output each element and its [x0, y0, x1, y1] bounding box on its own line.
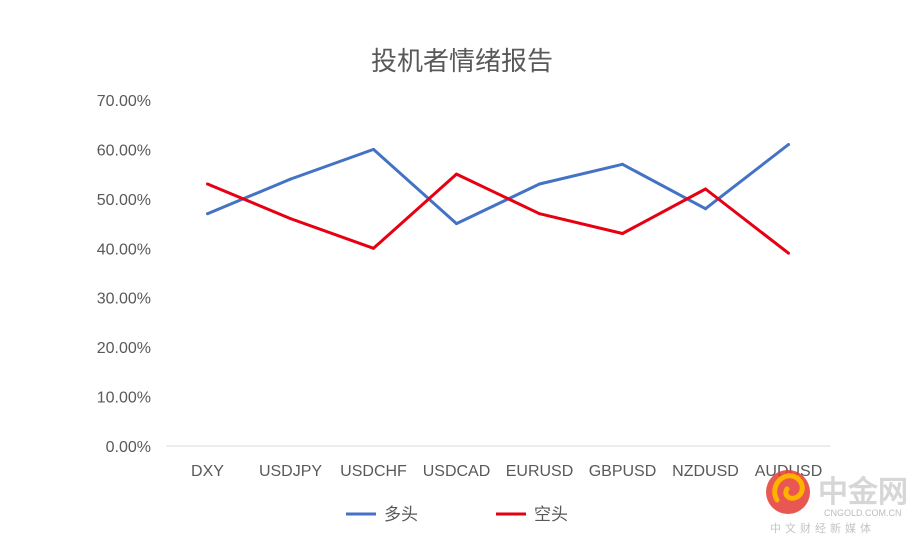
y-tick-label: 0.00%	[106, 439, 151, 456]
data-point-0-2[interactable]	[372, 147, 375, 151]
data-point-1-3[interactable]	[455, 172, 458, 176]
x-tick-label: DXY	[191, 463, 224, 480]
y-axis-tick-labels: 0.00% 10.00% 20.00% 30.00% 40.00% 50.00% 60.00…	[97, 93, 151, 456]
legend-label-long: 多头	[384, 505, 418, 525]
data-point-1-4[interactable]	[538, 212, 541, 216]
watermark-logo: 中金网 CNGOLD.COM.CN 中文财经新媒体	[766, 470, 908, 535]
y-tick-label: 50.00%	[97, 192, 151, 209]
x-axis-tick-labels: DXYUSDJPYUSDCHFUSDCADEURUSDGBPUSDNZDUSDA…	[191, 463, 822, 480]
data-point-1-2[interactable]	[372, 246, 375, 250]
x-tick-label: EURUSD	[506, 463, 574, 480]
series-line-1[interactable]	[206, 172, 790, 255]
y-tick-label: 10.00%	[97, 390, 151, 407]
x-tick-label: NZDUSD	[672, 463, 739, 480]
legend: 多头 空头	[346, 505, 568, 525]
data-point-1-6[interactable]	[704, 187, 707, 191]
logo-slogan: 中文财经新媒体	[770, 521, 875, 535]
data-point-1-1[interactable]	[289, 217, 292, 221]
legend-item-short[interactable]: 空头	[496, 505, 568, 525]
x-tick-label: USDCHF	[340, 463, 407, 480]
x-tick-label: USDCAD	[423, 463, 491, 480]
cngold-logo-icon	[766, 470, 810, 514]
series-line-0[interactable]	[206, 143, 790, 226]
data-point-0-0[interactable]	[206, 212, 209, 216]
data-point-0-5[interactable]	[621, 162, 624, 166]
logo-name: 中金网	[818, 475, 908, 510]
chart-title: 投机者情绪报告	[371, 47, 553, 77]
data-point-0-6[interactable]	[704, 207, 707, 211]
data-point-0-7[interactable]	[787, 143, 790, 146]
data-point-0-3[interactable]	[455, 222, 458, 226]
legend-label-short: 空头	[534, 505, 568, 525]
y-tick-label: 70.00%	[97, 93, 151, 110]
series-lines	[206, 143, 790, 255]
logo-domain: CNGOLD.COM.CN	[824, 508, 902, 518]
y-tick-label: 40.00%	[97, 241, 151, 258]
data-point-1-0[interactable]	[206, 182, 209, 186]
data-point-1-5[interactable]	[621, 232, 624, 235]
y-tick-label: 20.00%	[97, 340, 151, 357]
data-point-1-7[interactable]	[787, 251, 790, 255]
y-tick-label: 30.00%	[97, 291, 151, 308]
y-tick-label: 60.00%	[97, 142, 151, 159]
x-tick-label: GBPUSD	[589, 463, 657, 480]
x-tick-label: USDJPY	[259, 463, 322, 480]
data-point-0-4[interactable]	[538, 182, 541, 186]
data-point-0-1[interactable]	[289, 177, 292, 181]
legend-item-long[interactable]: 多头	[346, 505, 418, 525]
